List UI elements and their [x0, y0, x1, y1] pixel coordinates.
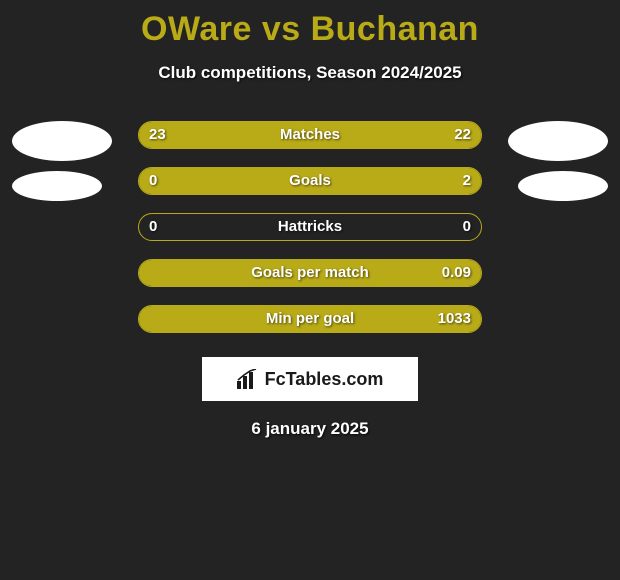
stat-right-value: 0.09 — [442, 260, 471, 286]
player-right-icon-small — [518, 171, 608, 201]
stat-label: Hattricks — [139, 214, 481, 240]
stat-label: Goals per match — [139, 260, 481, 286]
page-root: OWare vs Buchanan Club competitions, Sea… — [0, 0, 620, 580]
stat-right-value: 22 — [454, 122, 471, 148]
stat-bar: Min per goal 1033 — [138, 305, 482, 333]
stat-label: Goals — [139, 168, 481, 194]
stat-label: Matches — [139, 122, 481, 148]
stat-bar: 0 Hattricks 0 — [138, 213, 482, 241]
footer-date: 6 january 2025 — [0, 419, 620, 439]
page-title: OWare vs Buchanan — [0, 0, 620, 49]
stat-row-gpm: Goals per match 0.09 — [0, 251, 620, 297]
stat-row-matches: 23 Matches 22 — [0, 113, 620, 159]
player-left-icon — [12, 121, 112, 161]
stat-row-goals: 0 Goals 2 — [0, 159, 620, 205]
stat-row-mpg: Min per goal 1033 — [0, 297, 620, 343]
stat-row-hattricks: 0 Hattricks 0 — [0, 205, 620, 251]
branding-text: FcTables.com — [265, 369, 384, 390]
stat-right-value: 0 — [463, 214, 471, 240]
stat-bar: Goals per match 0.09 — [138, 259, 482, 287]
stats-block: 23 Matches 22 0 Goals 2 0 Hattrick — [0, 113, 620, 343]
player-left-icon-small — [12, 171, 102, 201]
bar-chart-icon — [237, 369, 259, 389]
stat-right-value: 2 — [463, 168, 471, 194]
stat-label: Min per goal — [139, 306, 481, 332]
stat-right-value: 1033 — [438, 306, 471, 332]
stat-bar: 23 Matches 22 — [138, 121, 482, 149]
stat-bar: 0 Goals 2 — [138, 167, 482, 195]
player-right-icon — [508, 121, 608, 161]
branding-badge: FcTables.com — [202, 357, 418, 401]
page-subtitle: Club competitions, Season 2024/2025 — [0, 63, 620, 83]
